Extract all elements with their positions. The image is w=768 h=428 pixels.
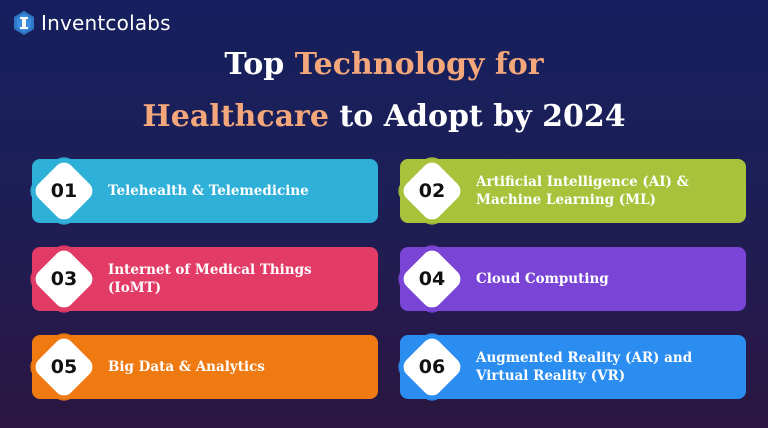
tech-card-label: Internet of Medical Things (IoMT): [108, 262, 312, 296]
tech-card-number: 02: [418, 180, 446, 202]
tech-card-label: Augmented Reality (AR) and Virtual Reali…: [476, 350, 693, 384]
diamond-badge-icon: [398, 245, 466, 313]
tech-card-03: 03 Internet of Medical Things (IoMT): [30, 245, 378, 313]
tech-card-number: 06: [418, 356, 446, 378]
tech-card-label: Artificial Intelligence (AI) & Machine L…: [476, 174, 689, 208]
page-title-line-1: Top Technology for: [0, 46, 768, 84]
title-accent-text: Healthcare: [142, 99, 329, 134]
tech-card-01: 01 Telehealth & Telemedicine: [30, 157, 378, 225]
diamond-badge-icon: [398, 157, 466, 225]
tech-card-number: 01: [50, 180, 78, 202]
tech-card-02: 02 Artificial Intelligence (AI) & Machin…: [398, 157, 746, 225]
brand-name: Inventcolabs: [41, 11, 171, 35]
title-accent-text: Technology for: [294, 47, 544, 82]
brand-logo: Inventcolabs: [13, 11, 171, 35]
tech-card-number: 03: [50, 268, 78, 290]
tech-card-number: 05: [50, 356, 78, 378]
diamond-badge-icon: [398, 333, 466, 401]
tech-card-05: 05 Big Data & Analytics: [30, 333, 378, 401]
diamond-badge-icon: [30, 333, 98, 401]
tech-card-04: 04 Cloud Computing: [398, 245, 746, 313]
diamond-badge-icon: [30, 245, 98, 313]
page-title-line-2: Healthcare to Adopt by 2024: [0, 98, 768, 136]
diamond-badge-icon: [30, 157, 98, 225]
title-white-text: to Adopt by 2024: [328, 99, 626, 134]
title-white-text: Top: [224, 47, 295, 82]
hexagon-logo-icon: [13, 11, 35, 35]
tech-card-number: 04: [418, 268, 446, 290]
tech-card-label: Big Data & Analytics: [108, 359, 265, 375]
tech-card-06: 06 Augmented Reality (AR) and Virtual Re…: [398, 333, 746, 401]
tech-card-label: Cloud Computing: [476, 271, 609, 287]
tech-card-label: Telehealth & Telemedicine: [108, 183, 309, 199]
